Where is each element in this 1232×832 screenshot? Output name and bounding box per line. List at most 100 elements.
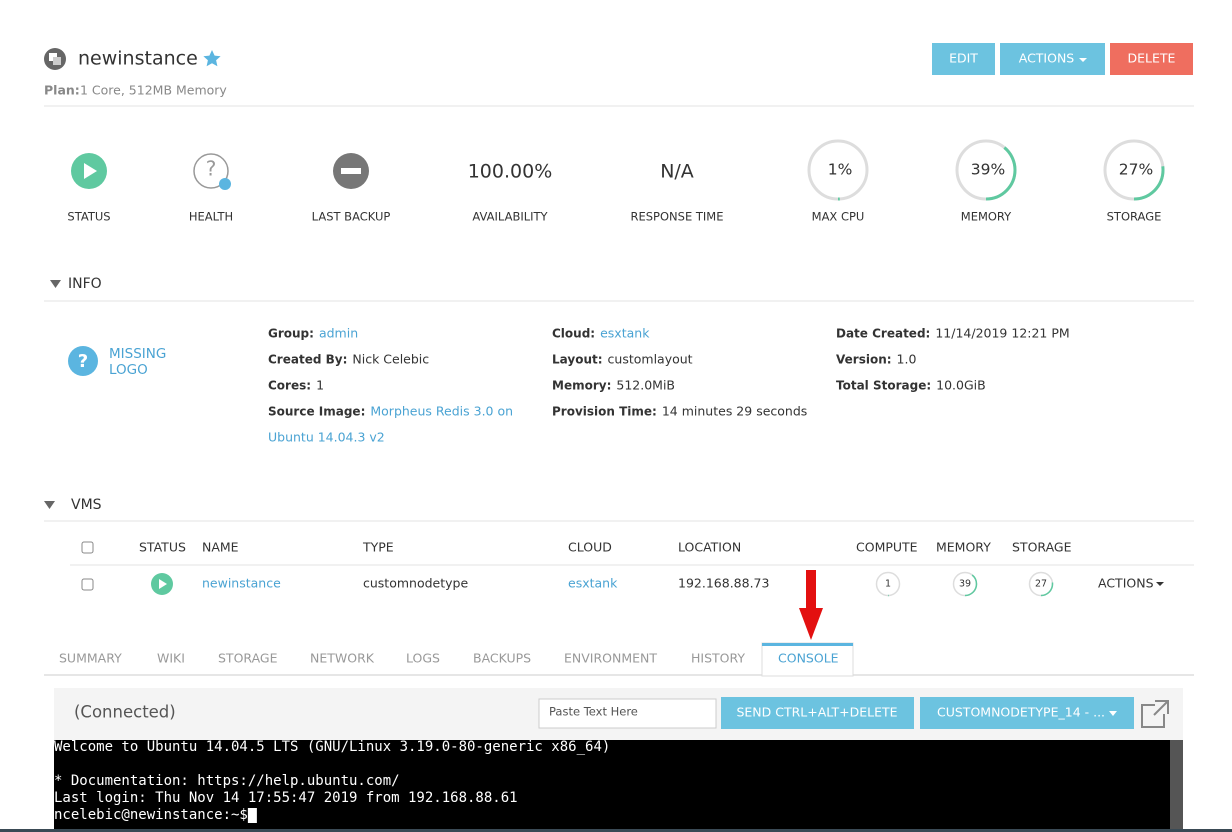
vm-memory: 39 bbox=[959, 579, 971, 590]
stat-label: STATUS bbox=[67, 210, 110, 224]
terminal-line: Last login: Thu Nov 14 17:55:47 2019 fro… bbox=[54, 790, 518, 806]
info-value: 14 minutes 29 seconds bbox=[662, 404, 807, 419]
bottom-edge bbox=[0, 829, 1232, 832]
send-button[interactable] bbox=[721, 697, 914, 729]
info-value: 1 bbox=[316, 378, 324, 393]
terminal-line: * Documentation: https://help.ubuntu.com… bbox=[54, 773, 400, 789]
vm-location: 192.168.88.73 bbox=[678, 576, 769, 591]
node-select[interactable] bbox=[920, 697, 1134, 729]
stat-label: HEALTH bbox=[189, 210, 233, 224]
vm-type: customnodetype bbox=[363, 576, 468, 591]
tab[interactable]: BACKUPS bbox=[473, 651, 531, 666]
paste-input[interactable] bbox=[538, 698, 717, 729]
send-button-label: SEND CTRL+ALT+DELETE bbox=[736, 705, 897, 720]
info-value[interactable]: esxtank bbox=[600, 326, 650, 341]
logo-text: LOGO bbox=[109, 362, 148, 378]
collapse-icon[interactable] bbox=[50, 280, 61, 288]
header-button[interactable] bbox=[932, 43, 995, 75]
tab[interactable]: WIKI bbox=[157, 651, 185, 666]
info-value: 1.0 bbox=[897, 352, 917, 367]
stat-value: 1% bbox=[828, 161, 853, 179]
node-select-label: CUSTOMNODETYPE_14 - ... bbox=[937, 705, 1105, 720]
header-button-label: DELETE bbox=[1128, 51, 1176, 66]
popout-icon[interactable] bbox=[1141, 700, 1169, 728]
missing-logo-glyph: ? bbox=[78, 351, 88, 372]
row-checkbox[interactable] bbox=[81, 578, 94, 591]
tab[interactable]: HISTORY bbox=[691, 651, 745, 666]
info-value[interactable]: admin bbox=[319, 326, 358, 341]
header-button-label: ACTIONS bbox=[1019, 51, 1075, 66]
header-button[interactable] bbox=[1000, 43, 1105, 75]
vm-cloud[interactable]: esxtank bbox=[568, 576, 618, 591]
stat-label: AVAILABILITY bbox=[472, 210, 548, 224]
missing-logo-icon bbox=[68, 346, 98, 376]
stat-label: MEMORY bbox=[961, 210, 1012, 224]
play-glyph bbox=[159, 579, 167, 589]
tab[interactable]: SUMMARY bbox=[59, 651, 122, 666]
active-tab[interactable] bbox=[761, 642, 854, 677]
header-button[interactable] bbox=[1110, 43, 1193, 75]
column-header: COMPUTE bbox=[856, 540, 918, 555]
header-button-label: EDIT bbox=[949, 51, 978, 66]
column-header: STORAGE bbox=[1012, 540, 1072, 555]
tab[interactable]: STORAGE bbox=[218, 651, 278, 666]
stat-label: RESPONSE TIME bbox=[631, 210, 724, 224]
minus-glyph bbox=[341, 168, 361, 174]
info-label: Cores: bbox=[268, 379, 311, 393]
terminal-line: Welcome to Ubuntu 14.04.5 LTS (GNU/Linux… bbox=[54, 739, 610, 755]
info-value[interactable]: Ubuntu 14.04.3 v2 bbox=[268, 430, 385, 445]
gauge-arc bbox=[952, 571, 978, 597]
active-tab-bar bbox=[762, 643, 853, 646]
terminal-cursor bbox=[247, 808, 257, 823]
tab[interactable]: LOGS bbox=[406, 651, 440, 666]
tab[interactable]: NETWORK bbox=[310, 651, 375, 666]
tab[interactable]: CONSOLE bbox=[778, 651, 839, 666]
info-label: Version: bbox=[836, 353, 892, 367]
favorite-star[interactable] bbox=[203, 50, 221, 67]
info-label: Total Storage: bbox=[836, 379, 931, 393]
vm-compute: 1 bbox=[885, 579, 891, 590]
stat-label: MAX CPU bbox=[812, 210, 865, 224]
info-value: 10.0GiB bbox=[936, 378, 986, 393]
tab[interactable]: ENVIRONMENT bbox=[564, 651, 657, 666]
gauge-arc bbox=[955, 139, 1017, 201]
gauge-arc bbox=[1103, 139, 1165, 201]
health-glyph: ? bbox=[206, 157, 217, 181]
terminal-scrollbar bbox=[1170, 740, 1183, 832]
info-label: Source Image: bbox=[268, 405, 365, 419]
terminal-line: ncelebic@newinstance:~$ bbox=[54, 807, 248, 823]
plan-label: Plan: bbox=[44, 83, 80, 98]
stat-label: STORAGE bbox=[1107, 210, 1162, 224]
column-header: NAME bbox=[202, 540, 239, 555]
column-header: MEMORY bbox=[936, 540, 991, 555]
select-all-checkbox[interactable] bbox=[81, 541, 94, 554]
column-header: CLOUD bbox=[568, 540, 612, 555]
info-value: 11/14/2019 12:21 PM bbox=[935, 326, 1069, 341]
title: newinstance bbox=[78, 48, 198, 70]
section-heading: VMS bbox=[71, 497, 102, 513]
info-value[interactable]: Morpheus Redis 3.0 on bbox=[370, 404, 513, 419]
info-label: Created By: bbox=[268, 353, 347, 367]
collapse-icon[interactable] bbox=[44, 501, 55, 509]
vm-name[interactable]: newinstance bbox=[202, 576, 281, 591]
vm-actions[interactable]: ACTIONS bbox=[1098, 576, 1154, 591]
column-header: STATUS bbox=[139, 540, 186, 555]
gauge-arc bbox=[1028, 571, 1054, 597]
caret bbox=[1109, 711, 1117, 716]
info-label: Memory: bbox=[552, 379, 611, 393]
instance-icon-mark bbox=[53, 57, 61, 65]
info-value: customlayout bbox=[608, 352, 693, 367]
caret bbox=[1156, 582, 1164, 586]
health-icon bbox=[193, 153, 229, 189]
play-glyph bbox=[84, 163, 97, 179]
paste-placeholder: Paste Text Here bbox=[549, 705, 638, 719]
gauge-arc bbox=[875, 571, 901, 597]
column-header: LOCATION bbox=[678, 540, 741, 555]
info-label: Group: bbox=[268, 327, 314, 341]
logo-text: MISSING bbox=[109, 346, 166, 362]
column-header: TYPE bbox=[362, 540, 394, 555]
stat-label: LAST BACKUP bbox=[312, 210, 391, 224]
health-badge bbox=[219, 178, 231, 190]
info-label: Provision Time: bbox=[552, 405, 657, 419]
